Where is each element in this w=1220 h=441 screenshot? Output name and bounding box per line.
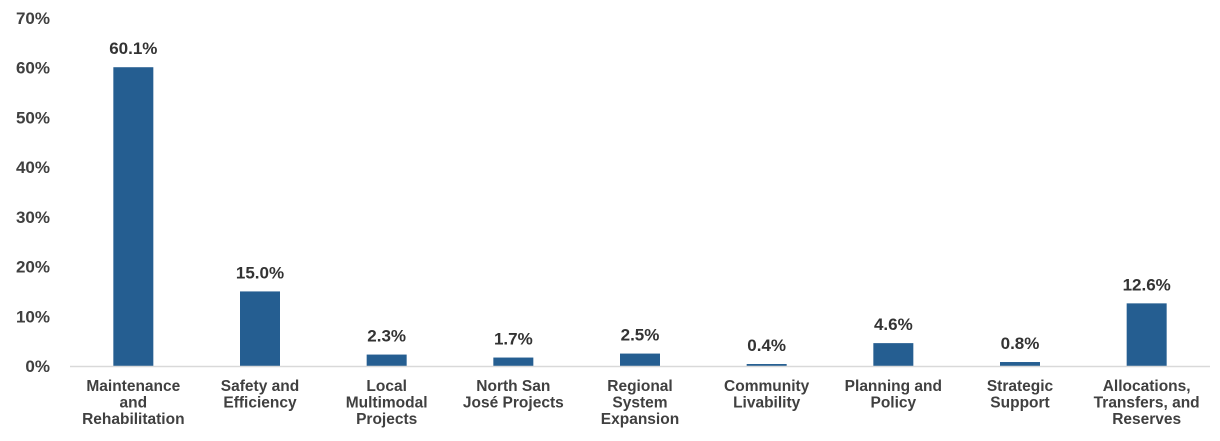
y-tick-label: 30% <box>16 208 50 227</box>
y-tick-label: 70% <box>16 9 50 28</box>
bar <box>746 364 787 366</box>
category-label: Safety and Efficiency <box>221 378 299 412</box>
data-labels: 60.1% 15.0% 2.3% 1.7% 2.5% 0.4% 4.6% 0.8% 12.6% <box>109 39 1171 355</box>
bar <box>493 357 534 366</box>
bar <box>1126 303 1167 366</box>
y-tick-label: 0% <box>25 357 50 376</box>
category-label: North San José Projects <box>463 378 564 412</box>
bar <box>1000 362 1040 366</box>
data-label: 4.6% <box>874 315 913 334</box>
category-label: Regional System Expansion <box>601 378 679 428</box>
category-label: Maintenance and Rehabilitation <box>82 378 184 428</box>
category-label: Strategic Support <box>987 378 1054 412</box>
category-label: Community Livability <box>724 378 810 412</box>
y-axis-ticks: 0% 10% 20% 30% 40% 50% 60% 70% <box>16 9 50 376</box>
y-tick-label: 60% <box>16 59 50 78</box>
y-tick-label: 40% <box>16 158 50 177</box>
category-label: Local Multimodal Projects <box>346 378 428 428</box>
bar <box>873 343 914 366</box>
category-labels: Maintenance and Rehabilitation Safety and Ef… <box>82 378 1200 428</box>
data-label: 0.8% <box>1001 334 1040 353</box>
data-label: 1.7% <box>494 330 533 349</box>
category-label: Planning and Policy <box>845 378 942 412</box>
data-label: 15.0% <box>236 263 284 282</box>
bar <box>240 291 280 366</box>
data-label: 2.5% <box>621 326 660 345</box>
bars <box>113 67 1167 367</box>
bar <box>113 67 154 367</box>
y-tick-label: 10% <box>16 307 50 326</box>
y-tick-label: 20% <box>16 258 50 277</box>
y-tick-label: 50% <box>16 108 50 127</box>
data-label: 2.3% <box>367 327 406 346</box>
data-label: 0.4% <box>747 336 786 355</box>
bar <box>620 353 660 366</box>
category-label: Allocations, Transfers, and Reserves <box>1094 378 1200 428</box>
bar <box>366 354 407 366</box>
data-label: 60.1% <box>109 39 157 58</box>
data-label: 12.6% <box>1123 275 1171 294</box>
